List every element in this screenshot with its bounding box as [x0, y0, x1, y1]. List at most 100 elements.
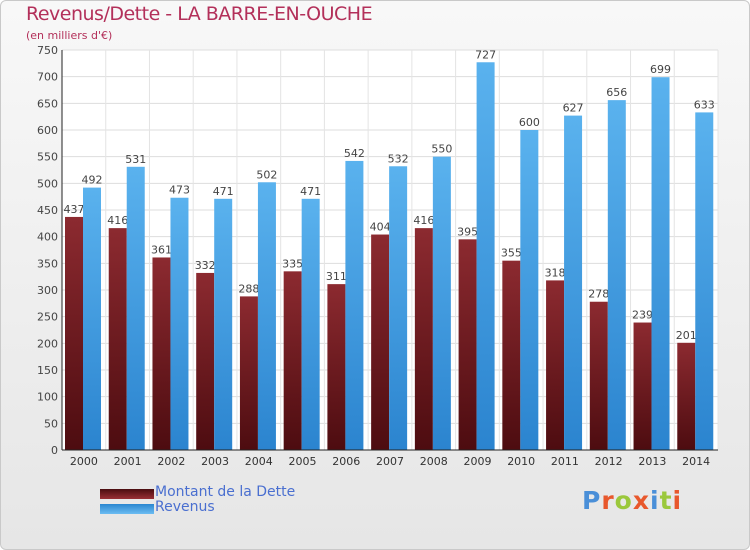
logo-letter: i — [650, 486, 660, 515]
data-label-dette: 395 — [457, 225, 478, 238]
x-tick-label: 2014 — [682, 455, 710, 468]
data-label-dette: 318 — [545, 266, 566, 279]
legend-swatch-dette — [100, 489, 154, 499]
bar-dette — [108, 228, 127, 450]
bar-dette — [677, 342, 696, 450]
bar-revenus — [432, 156, 451, 450]
data-label-revenus: 502 — [256, 168, 277, 181]
logo-letter: o — [614, 486, 633, 515]
bar-revenus — [607, 100, 626, 450]
data-label-dette: 311 — [326, 270, 347, 283]
x-tick-label: 2008 — [420, 455, 448, 468]
bar-dette — [546, 280, 565, 450]
bar-dette — [371, 234, 390, 450]
logo-letter: t — [659, 486, 673, 515]
legend-label-dette: Montant de la Dette — [155, 484, 296, 500]
data-label-revenus: 699 — [650, 63, 671, 76]
bar-dette — [458, 239, 477, 450]
data-label-dette: 239 — [632, 309, 653, 322]
data-label-revenus: 473 — [169, 184, 190, 197]
data-label-dette: 278 — [588, 288, 609, 301]
data-label-revenus: 550 — [431, 143, 452, 156]
bar-revenus — [651, 77, 670, 450]
data-label-revenus: 633 — [694, 98, 715, 111]
data-label-revenus: 471 — [300, 185, 321, 198]
bar-revenus — [476, 62, 495, 451]
bar-revenus — [170, 197, 189, 450]
bar-dette — [65, 216, 83, 450]
data-label-dette: 361 — [151, 243, 172, 256]
logo-letter: x — [632, 486, 650, 515]
data-label-dette: 332 — [195, 259, 216, 272]
y-tick-label: 100 — [37, 391, 58, 404]
bar-revenus — [214, 198, 233, 450]
bar-revenus — [520, 130, 539, 450]
x-tick-label: 2002 — [157, 455, 185, 468]
chart-subtitle: (en milliers d'€) — [26, 29, 113, 42]
y-tick-label: 550 — [37, 151, 58, 164]
bar-dette — [239, 296, 258, 450]
y-tick-label: 400 — [37, 231, 58, 244]
bar-revenus — [257, 182, 276, 450]
data-label-revenus: 727 — [475, 48, 496, 61]
data-label-dette: 288 — [238, 282, 259, 295]
x-tick-label: 2011 — [551, 455, 579, 468]
data-label-dette: 437 — [64, 203, 85, 216]
bar-dette — [327, 284, 346, 450]
bar-revenus — [564, 115, 583, 450]
bar-dette — [196, 272, 215, 450]
legend-label-revenus: Revenus — [155, 499, 215, 515]
bar-dette — [414, 228, 433, 450]
data-label-dette: 416 — [107, 214, 128, 227]
x-tick-label: 2003 — [201, 455, 229, 468]
bar-dette — [283, 271, 302, 450]
bar-revenus — [83, 187, 101, 450]
y-tick-label: 450 — [37, 204, 58, 217]
data-label-revenus: 627 — [563, 102, 584, 115]
chart-title: Revenus/Dette - LA BARRE-EN-OUCHE — [26, 3, 373, 25]
y-tick-label: 250 — [37, 311, 58, 324]
bar-revenus — [695, 112, 714, 451]
y-tick-label: 200 — [37, 337, 58, 350]
x-tick-label: 2009 — [463, 455, 491, 468]
bar-dette — [633, 322, 652, 450]
x-tick-label: 2010 — [507, 455, 535, 468]
x-tick-label: 2005 — [289, 455, 317, 468]
y-tick-label: 0 — [51, 444, 58, 457]
y-tick-label: 650 — [37, 97, 58, 110]
data-label-revenus: 471 — [213, 185, 234, 198]
y-tick-label: 700 — [37, 71, 58, 84]
bar-revenus — [126, 166, 145, 451]
bar-revenus — [345, 160, 364, 450]
data-label-dette: 335 — [282, 257, 303, 270]
y-tick-label: 50 — [44, 417, 58, 430]
bar-revenus — [301, 198, 320, 450]
x-tick-label: 2006 — [332, 455, 360, 468]
x-tick-label: 2000 — [70, 455, 98, 468]
bar-revenus — [389, 166, 408, 450]
proxiti-logo: Proxiti — [582, 486, 682, 515]
data-label-revenus: 656 — [606, 86, 627, 99]
y-tick-label: 300 — [37, 284, 58, 297]
bar-dette — [589, 301, 608, 450]
logo-letter: i — [672, 486, 683, 515]
x-tick-label: 2007 — [376, 455, 404, 468]
legend-swatch-revenus — [100, 504, 154, 514]
x-tick-label: 2004 — [245, 455, 273, 468]
y-tick-label: 750 — [37, 44, 58, 57]
x-tick-label: 2001 — [114, 455, 142, 468]
y-tick-label: 600 — [37, 124, 58, 137]
data-label-revenus: 492 — [82, 174, 103, 187]
y-tick-label: 500 — [37, 177, 58, 190]
data-label-dette: 355 — [501, 247, 522, 260]
y-tick-label: 150 — [37, 364, 58, 377]
logo-letter: P — [582, 486, 602, 515]
y-tick-label: 350 — [37, 257, 58, 270]
data-label-revenus: 531 — [125, 153, 146, 166]
data-label-dette: 404 — [370, 221, 391, 234]
data-label-revenus: 542 — [344, 147, 365, 160]
logo-letter: r — [601, 486, 615, 515]
data-label-revenus: 600 — [519, 116, 540, 129]
data-label-revenus: 532 — [388, 152, 409, 165]
